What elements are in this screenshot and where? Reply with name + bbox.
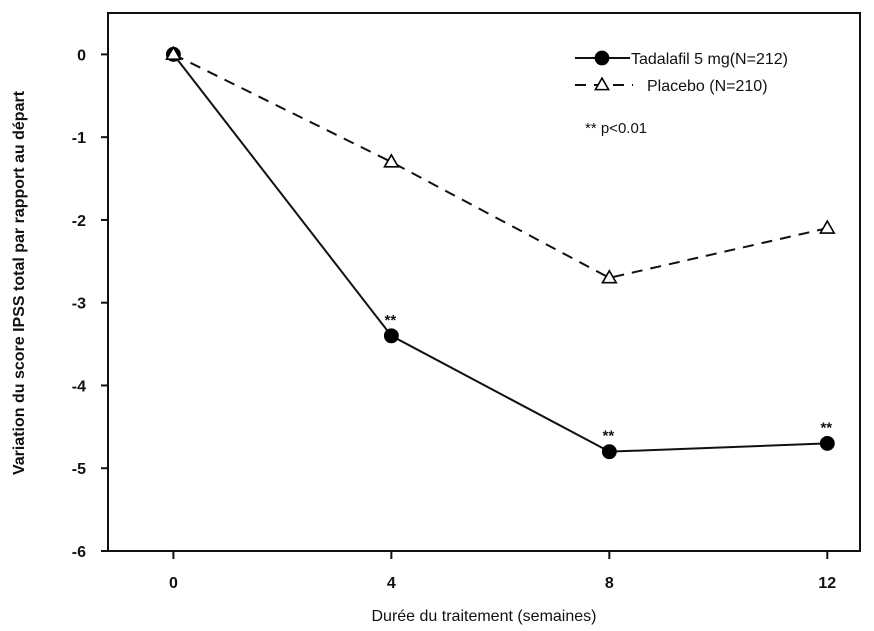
placebo-point-0 (165, 45, 182, 61)
tadalafil-point-4 (383, 328, 399, 344)
y-tick-label-minus-4: -4 (72, 378, 86, 395)
y-tick-label-minus-3: -3 (72, 296, 86, 313)
x-tick-label-8: 8 (605, 575, 614, 592)
x-axis-title: Durée du traitement (semaines) (372, 608, 597, 625)
tadalafil-point-12 (819, 435, 835, 451)
significance-label-4: ** (385, 312, 397, 329)
tadalafil-point-8 (601, 444, 617, 460)
y-tick-label-minus-2: -2 (72, 213, 86, 230)
plot-frame (107, 12, 861, 552)
chart-labels: Durée du traitement (semaines) Variation … (11, 90, 832, 625)
significance-note: ** p<0.01 (585, 120, 647, 137)
legend-placebo-label: Placebo (N=210) (647, 78, 768, 95)
series-markers (165, 45, 836, 460)
placebo-point-8 (601, 269, 618, 284)
legend-placebo-marker (594, 76, 610, 91)
x-tick-label-0: 0 (169, 575, 178, 592)
y-tick-label-minus-5: -5 (72, 461, 86, 478)
placebo-point-12 (819, 219, 836, 234)
y-axis-title: Variation du score IPSS total par rappor… (11, 90, 28, 475)
chart-legend: Tadalafil 5 mg(N=212) Placebo (N=210) ** p… (575, 50, 788, 137)
legend-tadalafil-marker (594, 50, 610, 66)
y-tick-label-minus-6: -6 (72, 544, 86, 561)
legend-tadalafil-label: Tadalafil 5 mg(N=212) (631, 51, 788, 68)
chart-axes: 0 4 8 12 0 -1 -2 -3 -4 -5 -6 (72, 12, 861, 592)
placebo-series-line (172, 53, 828, 279)
tadalafil-series-line (172, 53, 828, 453)
series-lines (172, 53, 828, 453)
significance-label-12: ** (820, 419, 832, 436)
y-tick-label-minus-1: -1 (72, 130, 86, 147)
x-tick-label-12: 12 (818, 575, 836, 592)
x-tick-label-4: 4 (387, 575, 396, 592)
placebo-point-4 (383, 153, 400, 168)
y-tick-label-0: 0 (77, 47, 86, 64)
significance-label-8: ** (602, 428, 614, 445)
